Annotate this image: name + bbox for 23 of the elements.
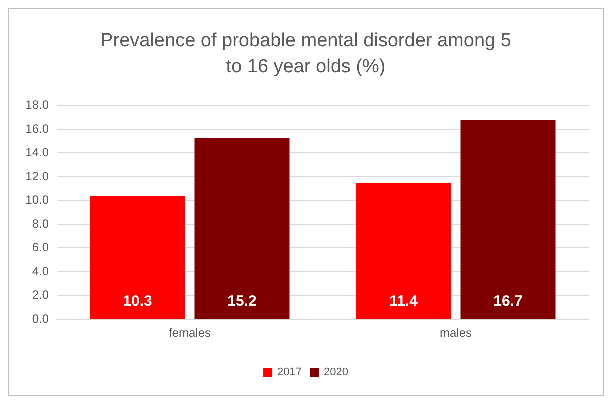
data-label: 10.3: [123, 293, 152, 310]
chart-title: Prevalence of probable mental disorder among 5 to 16 year olds (%): [100, 30, 512, 78]
data-label: 16.7: [494, 293, 523, 310]
y-tick-label: 14.0: [26, 146, 50, 160]
legend-label: 2020: [324, 366, 348, 378]
y-tick-label: 4.0: [32, 264, 50, 278]
x-tick-label: males: [440, 326, 472, 340]
y-tick-label: 8.0: [32, 216, 50, 231]
data-label: 15.2: [228, 293, 257, 310]
y-tick-label: 0.0: [32, 312, 50, 326]
bar: [460, 120, 556, 319]
bar: [194, 138, 290, 319]
x-tick-label: females: [168, 326, 212, 340]
bar: [90, 196, 186, 319]
y-tick-label: 18.0: [26, 98, 50, 112]
y-tick-label: 10.0: [26, 193, 50, 208]
y-tick-label: 12.0: [26, 169, 50, 184]
y-tick-label: 2.0: [32, 288, 50, 302]
y-tick-label: 6.0: [32, 240, 50, 255]
data-label: 11.4: [390, 293, 419, 310]
y-tick-label: 16.0: [26, 122, 50, 136]
bar: [356, 183, 452, 319]
legend-label: 2017: [278, 366, 302, 378]
